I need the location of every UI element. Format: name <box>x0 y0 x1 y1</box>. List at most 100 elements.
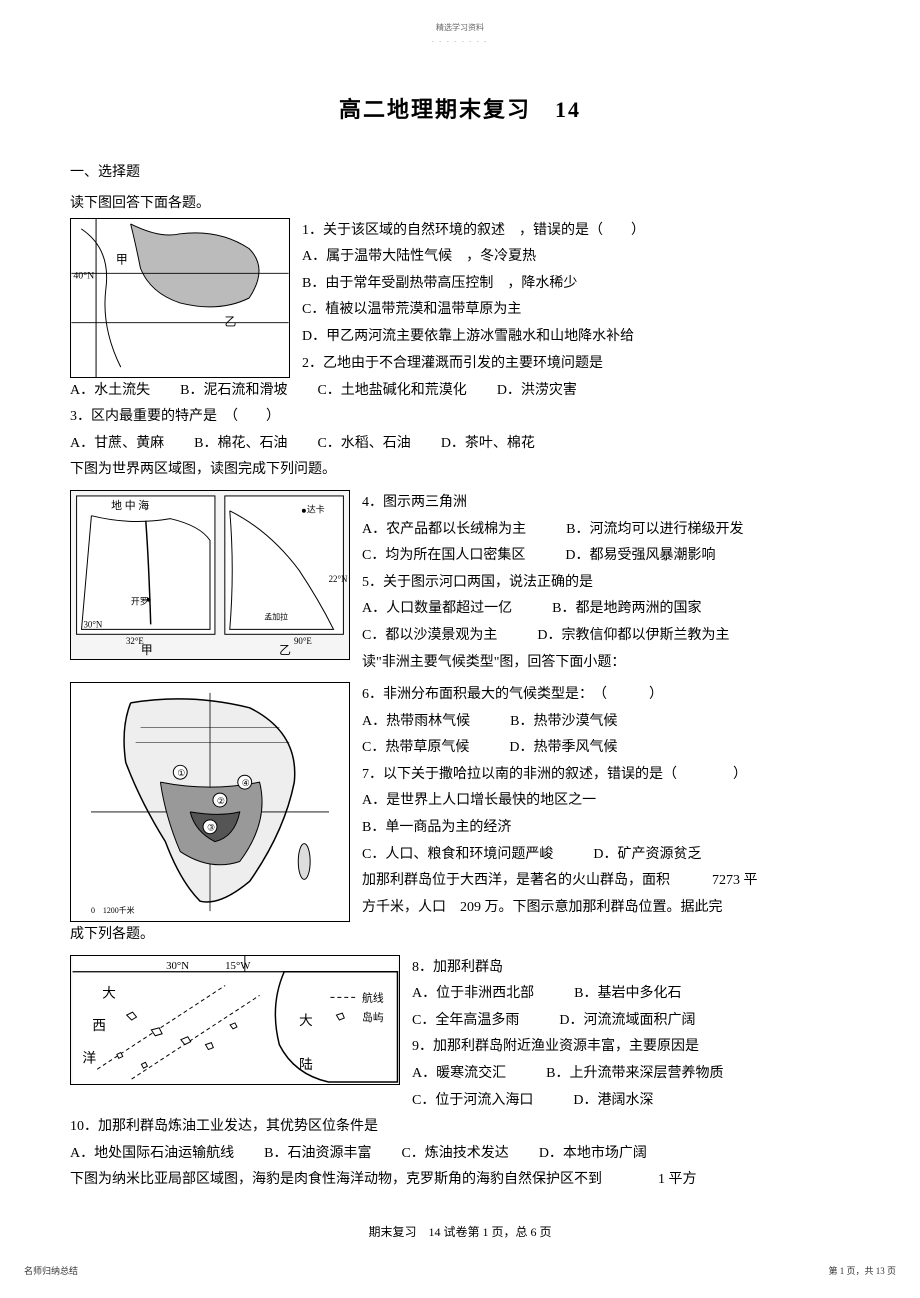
svg-text:②: ② <box>217 796 225 806</box>
question-group-2: 地 中 海 开罗 30°N 32°E 甲 达卡 22°N 孟加拉 90°E 乙 … <box>70 490 850 676</box>
q2-opt-b: B．泥石流和滑坡 <box>180 378 287 405</box>
q2-opt-a: A．水土流失 <box>70 378 150 405</box>
q9-opt-d: D．港阔水深 <box>573 1088 653 1115</box>
svg-text:乙: 乙 <box>224 314 236 328</box>
svg-text:30°N: 30°N <box>166 959 189 971</box>
q10-stem: 10．加那利群岛炼油工业发达，其优势区位条件是 <box>70 1114 850 1141</box>
q3-opt-c: C．水稻、石油 <box>317 431 410 458</box>
footer-right: 第 1 页，共 13 页 <box>828 1263 896 1280</box>
svg-text:洋: 洋 <box>82 1050 96 1065</box>
q4-opt-d: D．都易受强风暴潮影响 <box>565 543 715 570</box>
q7-opt-c: C．人口、粮食和环境问题严峻 <box>362 842 553 869</box>
q4-opt-a: A．农产品都以长绒棉为主 <box>362 517 526 544</box>
q5-stem: 5．关于图示河口两国，说法正确的是 <box>362 570 850 597</box>
q9-stem: 9．加那利群岛附近渔业资源丰富，主要原因是 <box>412 1034 850 1061</box>
svg-text:西: 西 <box>92 1018 106 1033</box>
q8-opt-d: D．河流流域面积广阔 <box>559 1008 695 1035</box>
question-group-1: 40°N 甲 乙 1．关于该区域的自然环境的叙述 ，错误的是（ ） A．属于温带… <box>70 218 850 378</box>
section-heading: 一、选择题 <box>70 160 850 187</box>
q3-options: A．甘蔗、黄麻 B．棉花、石油 C．水稻、石油 D．茶叶、棉花 <box>70 431 850 458</box>
q8-stem: 8．加那利群岛 <box>412 955 850 982</box>
q7-opt-d: D．矿产资源贫乏 <box>593 842 701 869</box>
svg-text:40°N: 40°N <box>73 270 94 281</box>
q9-opt-c: C．位于河流入海口 <box>412 1088 533 1115</box>
svg-text:③: ③ <box>207 823 215 833</box>
q10-opt-b: B．石油资源丰富 <box>264 1141 371 1168</box>
q8-opt-c: C．全年高温多雨 <box>412 1008 519 1035</box>
header-source: 精选学习资料 <box>70 20 850 35</box>
svg-text:①: ① <box>177 768 185 778</box>
q6-stem: 6．非洲分布面积最大的气候类型是： （ ） <box>362 682 850 709</box>
svg-text:乙: 乙 <box>279 643 291 657</box>
map-image-2: 地 中 海 开罗 30°N 32°E 甲 达卡 22°N 孟加拉 90°E 乙 <box>70 490 350 660</box>
q5-opt-a: A．人口数量都超过一亿 <box>362 596 512 623</box>
svg-text:陆: 陆 <box>299 1057 313 1072</box>
q9-opt-b: B．上升流带来深层营养物质 <box>546 1061 723 1088</box>
svg-text:岛屿: 岛屿 <box>362 1010 384 1024</box>
svg-text:大: 大 <box>102 985 116 1000</box>
intro-3: 读"非洲主要气候类型"图，回答下面小题： <box>362 650 850 677</box>
question-group-4: 30°N 15°W 大 陆 大 西 洋 航线 岛屿 8．加那利群岛 A <box>70 955 850 1115</box>
intro-4b: 方千米，人口 209 万。下图示意加那利群岛位置。据此完 <box>362 895 850 922</box>
q6-opt-b: B．热带沙漠气候 <box>510 709 617 736</box>
svg-text:甲: 甲 <box>116 252 128 266</box>
svg-text:30°N: 30°N <box>84 619 103 629</box>
svg-text:22°N: 22°N <box>329 574 348 584</box>
q3-opt-a: A．甘蔗、黄麻 <box>70 431 164 458</box>
q3-opt-d: D．茶叶、棉花 <box>441 431 535 458</box>
q10-options: A．地处国际石油运输航线 B．石油资源丰富 C．炼油技术发达 D．本地市场广阔 <box>70 1141 850 1168</box>
q8-opt-a: A．位于非洲西北部 <box>412 981 534 1008</box>
q10-opt-a: A．地处国际石油运输航线 <box>70 1141 234 1168</box>
q3-stem: 3．区内最重要的特产是 （ ） <box>70 404 850 431</box>
map-image-1: 40°N 甲 乙 <box>70 218 290 378</box>
question-group-3: ① ② ③ ④ 0 1200千米 6．非洲分布面积最大的气候类型是： （ ） A… <box>70 682 850 922</box>
q6-opt-a: A．热带雨林气候 <box>362 709 470 736</box>
q8-opt-b: B．基岩中多化石 <box>574 981 681 1008</box>
footer-center: 期末复习 14 试卷第 1 页，总 6 页 <box>0 1221 920 1244</box>
q5-opt-b: B．都是地跨两洲的国家 <box>552 596 701 623</box>
svg-text:0 1200千米: 0 1200千米 <box>91 905 135 915</box>
q1-opt-b: B．由于常年受副热带高压控制 ，降水稀少 <box>302 271 850 298</box>
q1-opt-a: A．属于温带大陆性气候 ，冬冷夏热 <box>302 244 850 271</box>
q2-opt-c: C．土地盐碱化和荒漠化 <box>317 378 466 405</box>
q1-stem: 1．关于该区域的自然环境的叙述 ，错误的是（ ） <box>302 218 850 245</box>
q9-opt-a: A．暖寒流交汇 <box>412 1061 506 1088</box>
page-title: 高二地理期末复习 14 <box>70 89 850 131</box>
q4-opt-b: B．河流均可以进行梯级开发 <box>566 517 743 544</box>
q10-opt-d: D．本地市场广阔 <box>539 1141 647 1168</box>
q6-opt-d: D．热带季风气候 <box>509 735 617 762</box>
svg-text:开罗: 开罗 <box>131 597 149 607</box>
svg-text:15°W: 15°W <box>225 959 251 971</box>
q5-opt-d: D．宗教信仰都以伊斯兰教为主 <box>537 623 729 650</box>
q4-stem: 4．图示两三角洲 <box>362 490 850 517</box>
q4-opt-c: C．均为所在国人口密集区 <box>362 543 525 570</box>
q1-opt-c: C．植被以温带荒漠和温带草原为主 <box>302 297 850 324</box>
intro-4a: 加那利群岛位于大西洋，是著名的火山群岛，面积 7273 平 <box>362 868 850 895</box>
header-dots: - - - - - - - - <box>70 37 850 48</box>
q2-opt-d: D．洪涝灾害 <box>497 378 577 405</box>
svg-text:④: ④ <box>242 778 250 788</box>
intro-4c: 成下列各题。 <box>70 922 850 949</box>
q7-stem: 7．以下关于撒哈拉以南的非洲的叙述，错误的是（ ） <box>362 762 850 789</box>
svg-text:地 中 海: 地 中 海 <box>111 498 149 512</box>
q7-opt-a: A．是世界上人口增长最快的地区之一 <box>362 788 850 815</box>
q2-options: A．水土流失 B．泥石流和滑坡 C．土地盐碱化和荒漠化 D．洪涝灾害 <box>70 378 850 405</box>
svg-text:大: 大 <box>299 1013 313 1028</box>
footer-left: 名师归纳总结 <box>24 1263 78 1280</box>
tail-text: 下图为纳米比亚局部区域图，海豹是肉食性海洋动物，克罗斯角的海豹自然保护区不到 1… <box>70 1167 850 1194</box>
q6-opt-c: C．热带草原气候 <box>362 735 469 762</box>
svg-text:孟加拉: 孟加拉 <box>264 611 288 621</box>
svg-text:达卡: 达卡 <box>307 504 325 515</box>
svg-text:甲: 甲 <box>141 643 153 657</box>
q7-opt-b: B．单一商品为主的经济 <box>362 815 850 842</box>
q1-opt-d: D．甲乙两河流主要依靠上游冰雪融水和山地降水补给 <box>302 324 850 351</box>
intro-2: 下图为世界两区域图，读图完成下列问题。 <box>70 457 850 484</box>
svg-text:航线: 航线 <box>362 990 384 1004</box>
map-image-3-africa: ① ② ③ ④ 0 1200千米 <box>70 682 350 922</box>
q10-opt-c: C．炼油技术发达 <box>401 1141 508 1168</box>
q3-opt-b: B．棉花、石油 <box>194 431 287 458</box>
map-image-4-canary: 30°N 15°W 大 陆 大 西 洋 航线 岛屿 <box>70 955 400 1085</box>
svg-text:90°E: 90°E <box>294 636 312 646</box>
intro-1: 读下图回答下面各题。 <box>70 191 850 218</box>
q2-stem: 2．乙地由于不合理灌溉而引发的主要环境问题是 <box>302 351 850 378</box>
